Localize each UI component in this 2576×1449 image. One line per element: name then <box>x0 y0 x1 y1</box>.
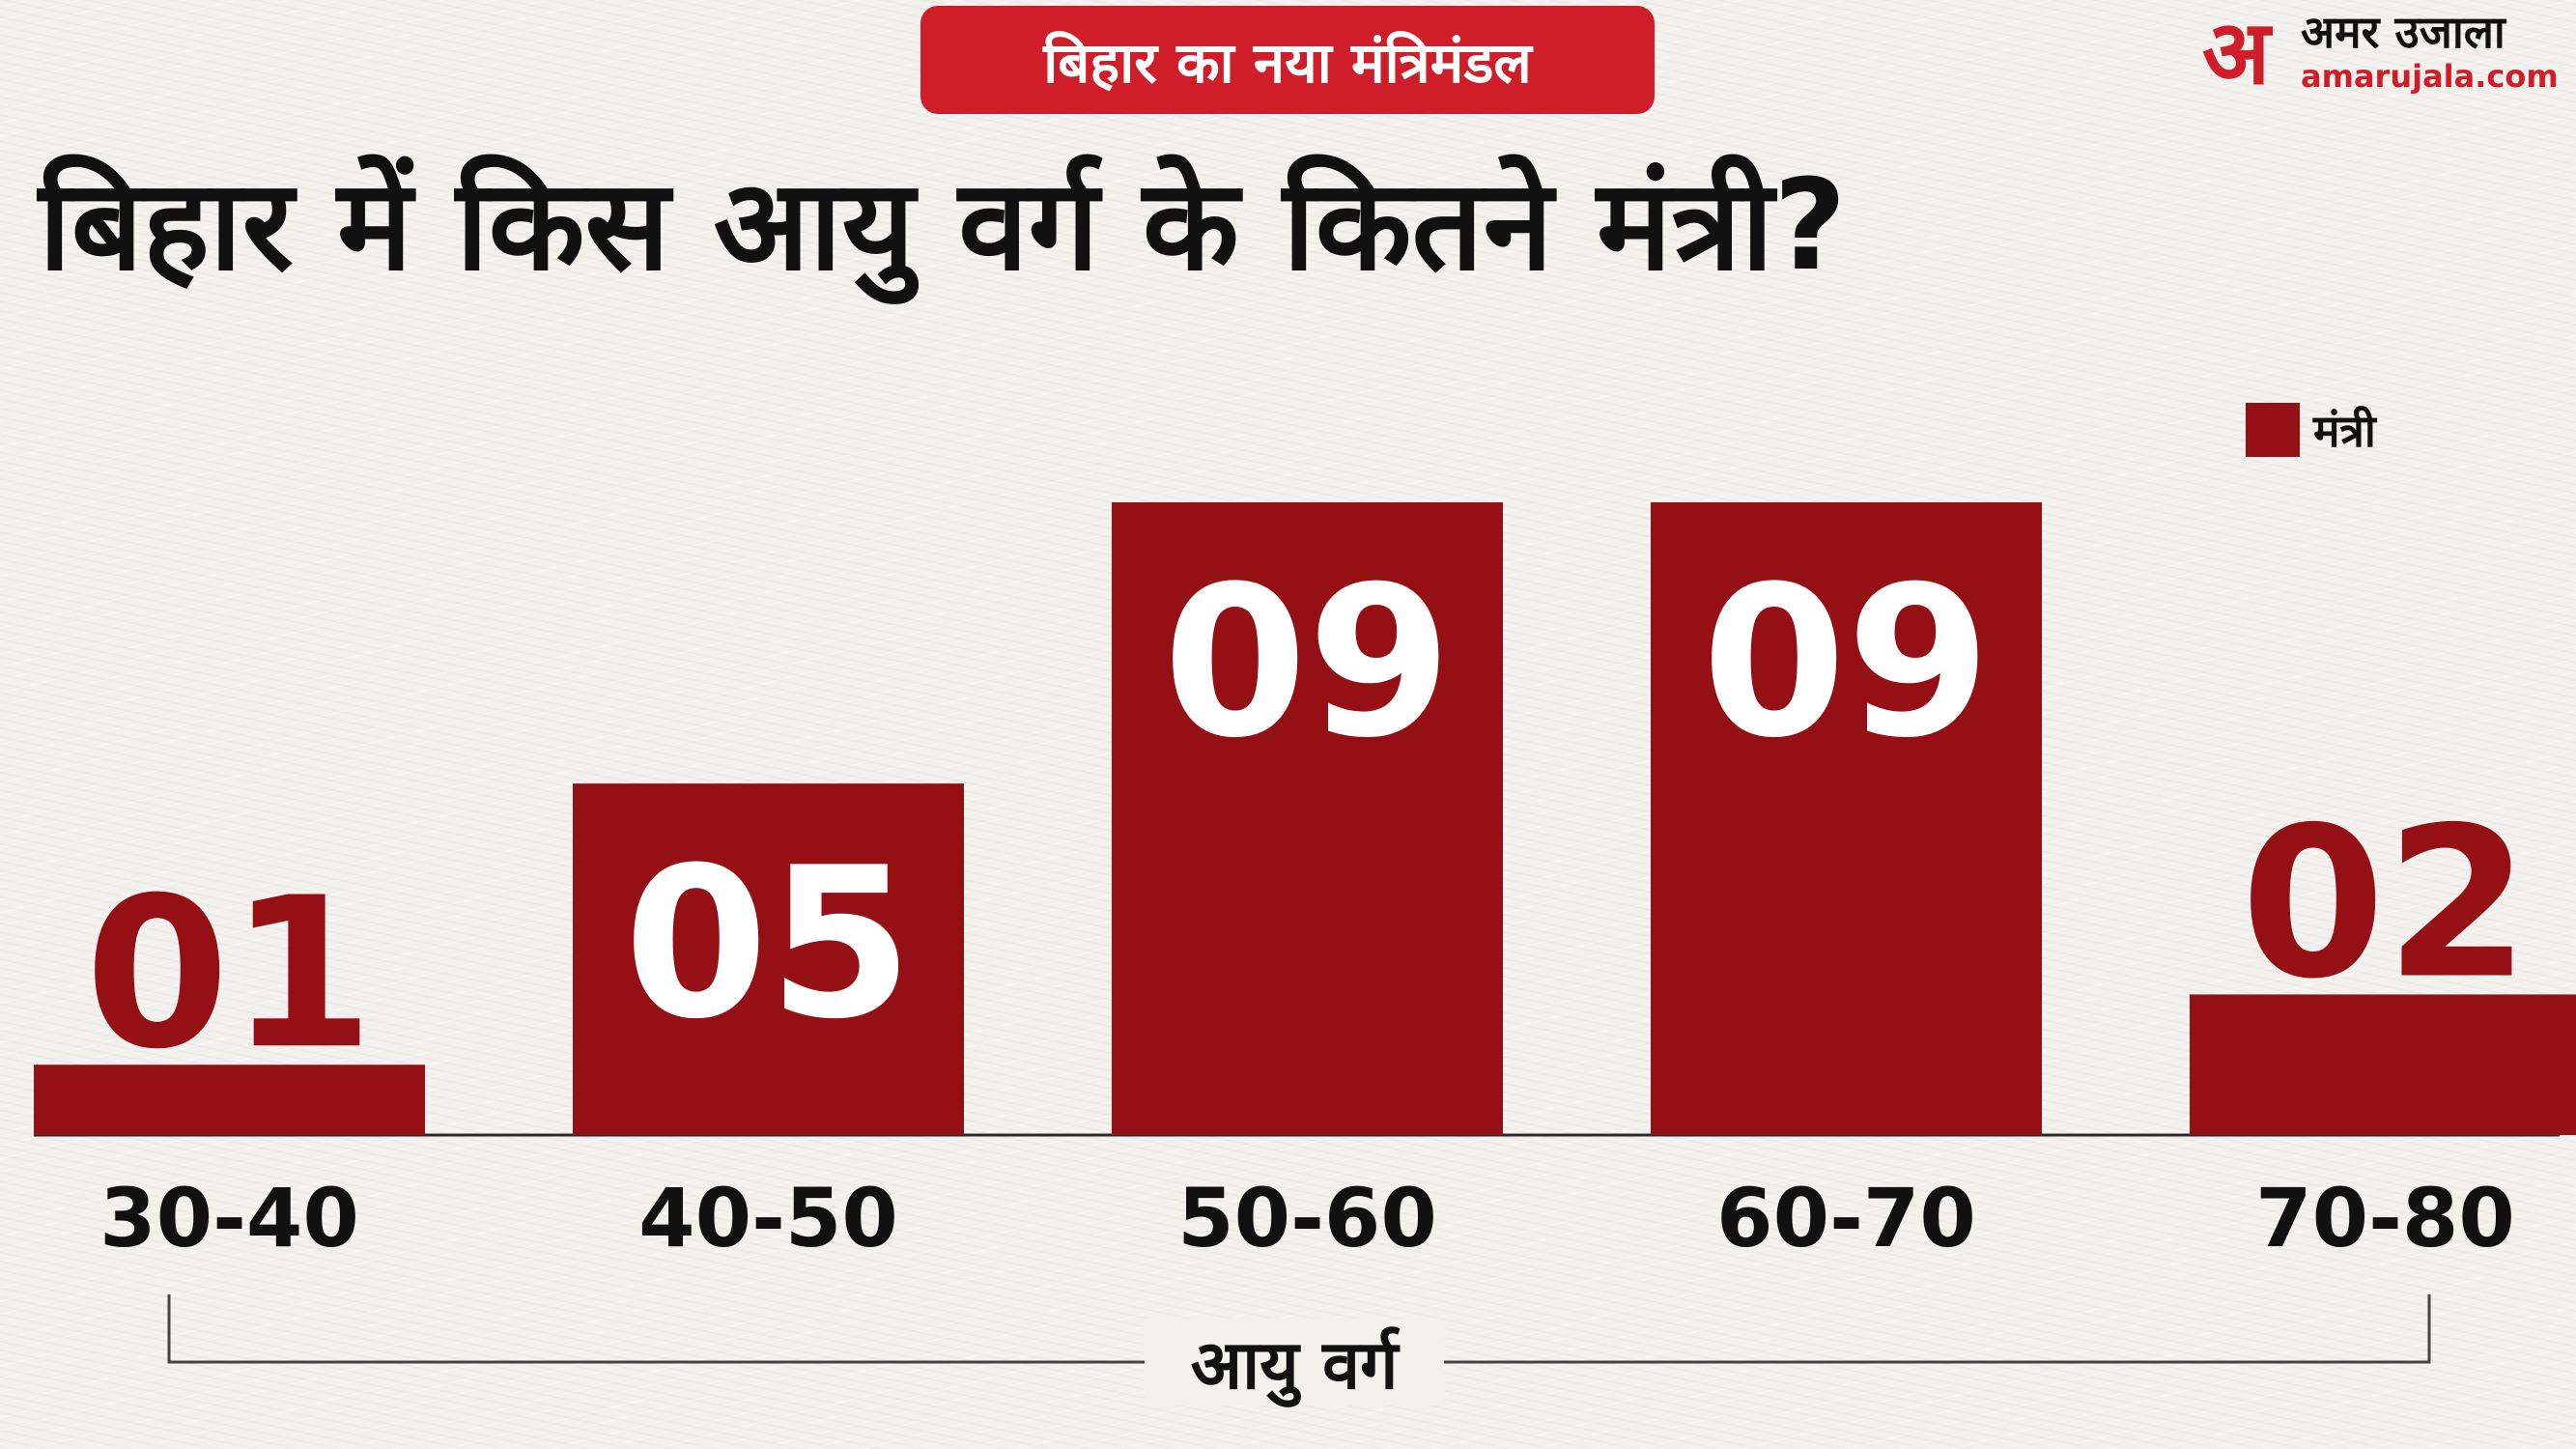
chart-title: बिहार में किस आयु वर्ग के कितने मंत्री? <box>39 152 1847 298</box>
brand-logo-mark: अ <box>2202 0 2271 104</box>
tick-label-30-40: 30-40 <box>99 1171 359 1265</box>
category-tag: बिहार का नया मंत्रिमंडल <box>920 6 1655 114</box>
tick-label-40-50: 40-50 <box>638 1171 898 1265</box>
brand-logo-name: अमर उजाला <box>2301 6 2505 58</box>
value-label-30-40: 01 <box>85 852 374 1094</box>
bar-50-60 <box>1112 502 1503 1135</box>
bar-70-80 <box>2190 994 2576 1135</box>
brand-logo-url: amarujala.com <box>2301 58 2559 95</box>
legend-swatch <box>2246 403 2300 457</box>
x-axis-label: आयु वर्ग <box>1191 1325 1401 1407</box>
legend-label: मंत्री <box>2313 405 2376 457</box>
tick-label-50-60: 50-60 <box>1177 1171 1437 1265</box>
tick-label-60-70: 60-70 <box>1716 1171 1976 1265</box>
tick-label-70-80: 70-80 <box>2255 1171 2515 1265</box>
value-label-60-70: 09 <box>1702 541 1991 783</box>
value-label-40-50: 05 <box>624 822 913 1065</box>
value-label-70-80: 02 <box>2241 781 2530 1024</box>
category-tag-text: बिहार का नया मंत्रिमंडल <box>1043 29 1532 96</box>
x-axis-label-backdrop <box>1145 1319 1444 1406</box>
chart-legend: मंत्री <box>2246 401 2376 459</box>
bar-30-40 <box>34 1065 425 1135</box>
value-label-50-60: 09 <box>1163 541 1452 783</box>
brand-logo: अ अमर उजाला amarujala.com <box>2202 0 2559 104</box>
bar-60-70 <box>1651 502 2042 1135</box>
bar-40-50 <box>573 783 964 1135</box>
